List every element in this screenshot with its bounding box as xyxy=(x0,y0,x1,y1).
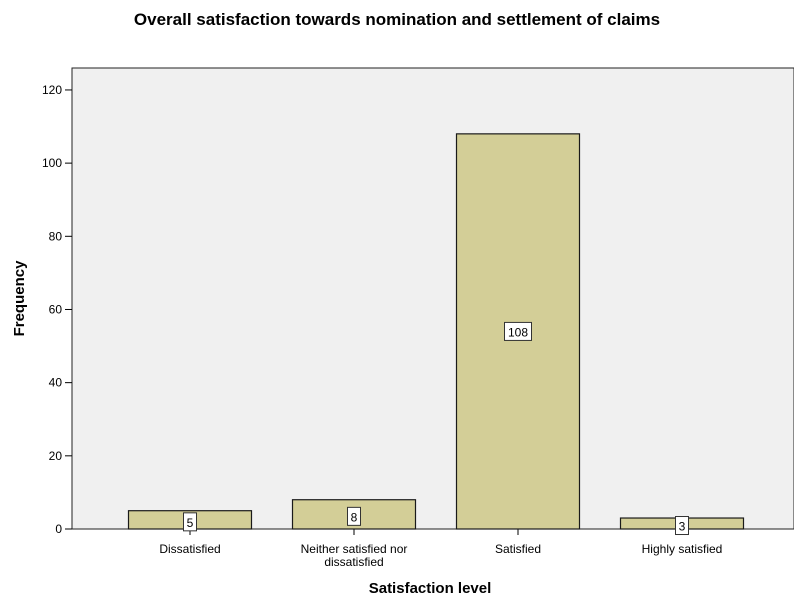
x-tick-label: Neither satisfied nor xyxy=(301,542,408,556)
y-tick-label: 80 xyxy=(49,229,63,243)
data-label-box xyxy=(504,321,532,341)
y-axis-title: Frequency xyxy=(11,260,28,337)
y-tick-label: 60 xyxy=(49,302,63,316)
x-axis: Dissatisfied Neither satisfied nordissati… xyxy=(159,529,722,569)
data-label: 3 xyxy=(679,520,686,534)
y-tick-label: 20 xyxy=(49,449,63,463)
x-tick-label: Dissatisfied xyxy=(159,542,220,556)
x-axis-title: Satisfaction level xyxy=(369,580,492,597)
chart-title: Overall satisfaction towards nomination … xyxy=(133,10,661,29)
plot-area xyxy=(71,67,794,530)
y-tick-label: 0 xyxy=(55,522,62,536)
data-label-box xyxy=(183,512,197,532)
data-label: 108 xyxy=(508,325,528,339)
x-tick-label: Satisfied xyxy=(495,542,541,556)
y-axis: 0 20 40 60 80 100 120 xyxy=(42,83,72,536)
bars: 5 8 108 3 xyxy=(127,133,745,536)
y-tick-label: 40 xyxy=(49,376,63,390)
y-tick-label: 100 xyxy=(42,156,62,170)
data-label-box xyxy=(675,516,689,536)
data-label: 5 xyxy=(187,516,194,530)
y-tick-label: 120 xyxy=(42,83,62,97)
x-tick-label: Highly satisfied xyxy=(642,542,723,556)
data-label: 8 xyxy=(351,510,358,524)
x-tick-label: dissatisfied xyxy=(324,555,383,569)
data-label-box xyxy=(347,506,361,526)
